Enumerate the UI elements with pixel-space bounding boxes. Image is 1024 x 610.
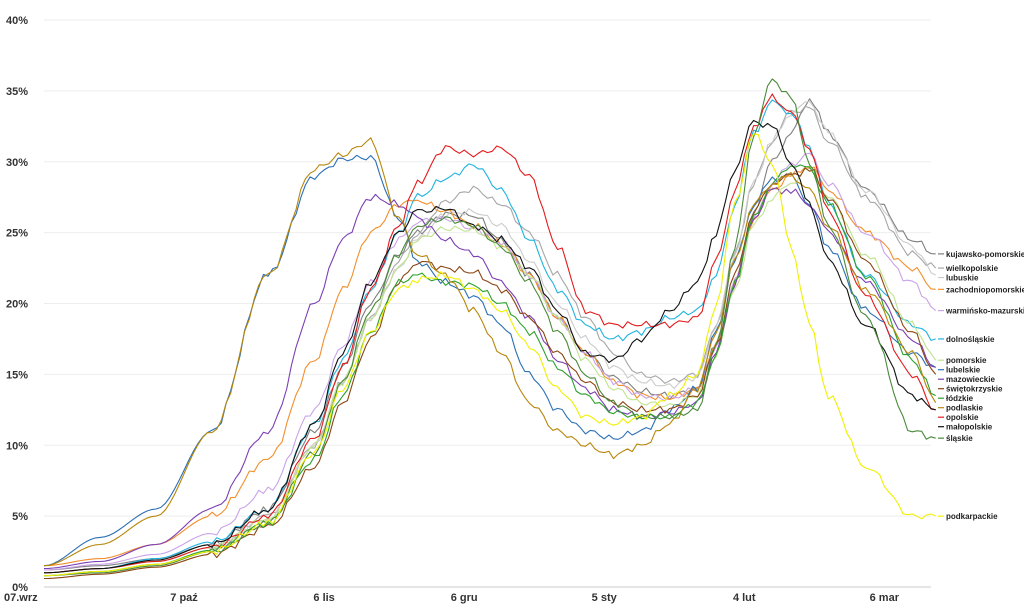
series-line-podlaskie xyxy=(43,137,937,567)
legend-label: lubelskie xyxy=(946,366,981,375)
x-tick-label: 07.wrz xyxy=(4,592,38,604)
legend-label: dolnośląskie xyxy=(946,335,995,344)
legend-label: lubuskie xyxy=(946,274,979,283)
x-tick-label: 6 gru xyxy=(451,592,478,604)
series-line-śląskie xyxy=(43,78,936,577)
series-line-świętokrzyskie xyxy=(43,167,937,580)
legend-label: śląskie xyxy=(946,434,973,443)
y-tick-label: 10% xyxy=(6,440,28,452)
legend-label: warmińsko-mazurskie xyxy=(945,307,1024,316)
legend-label: łódzkie xyxy=(946,394,974,403)
legend-label: świętokrzyskie xyxy=(946,385,1003,394)
y-tick-label: 25% xyxy=(6,228,28,240)
series-line-lubelskie xyxy=(43,154,936,567)
series-line-dolnośląskie xyxy=(43,99,936,574)
legend-label: pomorskie xyxy=(946,356,987,365)
series-line-zachodniopomorskie xyxy=(43,166,936,567)
y-tick-label: 15% xyxy=(6,369,28,381)
series-line-opolskie xyxy=(43,93,936,574)
series-line-podkarpackie xyxy=(43,133,936,577)
series-line-wielkopolskie xyxy=(43,105,937,574)
x-tick-label: 4 lut xyxy=(733,592,756,604)
x-tick-label: 6 mar xyxy=(870,592,900,604)
y-tick-label: 40% xyxy=(6,15,28,27)
series-lines xyxy=(43,78,937,580)
x-tick-label: 6 lis xyxy=(313,592,334,604)
legend-label: opolskie xyxy=(946,413,979,422)
y-tick-label: 20% xyxy=(6,299,28,311)
legend-label: podkarpackie xyxy=(946,512,998,521)
legend-label: kujawsko-pomorskie xyxy=(946,250,1024,259)
legend-label: wielkopolskie xyxy=(945,264,999,273)
y-tick-label: 30% xyxy=(6,157,28,169)
y-tick-label: 0% xyxy=(12,582,28,594)
y-axis-ticks: 0% 5% 10% 15% 20% 25% 30% 35% 40% xyxy=(6,15,28,594)
x-tick-label: 5 sty xyxy=(592,592,618,604)
series-line-kujawsko-pomorskie xyxy=(43,98,936,571)
x-axis-ticks: 07.wrz 7 paź 6 lis 6 gru 5 sty 4 lut 6 mar xyxy=(4,592,900,604)
series-line-mazowieckie xyxy=(43,187,936,570)
series-line-warmińsko-mazurskie xyxy=(43,152,937,571)
legend-label: zachodniopomorskie xyxy=(946,285,1024,294)
grid-lines xyxy=(44,19,931,588)
legend-label: mazowieckie xyxy=(946,375,995,384)
legend-label: małopolskie xyxy=(946,423,993,432)
y-tick-label: 5% xyxy=(12,511,28,523)
legend-label: podlaskie xyxy=(946,404,983,413)
series-line-małopolskie xyxy=(43,119,936,574)
series-line-łódzkie xyxy=(43,164,936,577)
y-tick-label: 35% xyxy=(6,86,28,98)
series-line-pomorskie xyxy=(43,165,937,574)
x-tick-label: 7 paź xyxy=(170,592,198,604)
